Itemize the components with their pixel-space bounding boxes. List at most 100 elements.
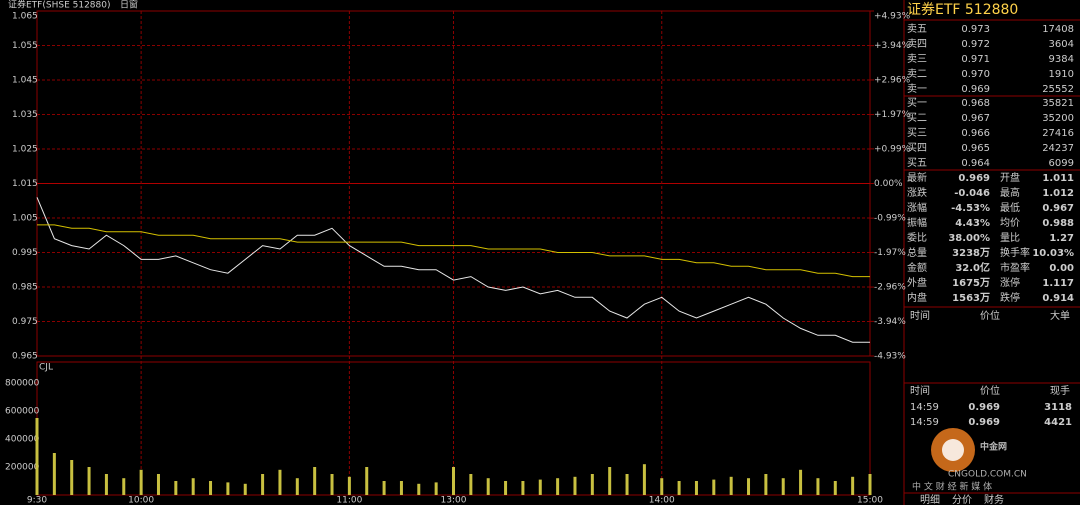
stat-label: 最高 (1000, 186, 1020, 199)
panel-tab[interactable]: 分价 (952, 494, 972, 505)
book-label: 卖一 (907, 83, 927, 95)
book-label: 买一 (907, 97, 927, 109)
volume-bar (156, 474, 160, 495)
book-volume: 27416 (1042, 128, 1074, 139)
trade-volume: 4421 (1044, 417, 1072, 428)
trade-volume: 3118 (1044, 402, 1072, 413)
volume-bar (642, 464, 646, 495)
stat-label: 换手率 (1000, 246, 1030, 259)
volume-bar (781, 478, 785, 495)
y-tick-label: 0.995 (12, 248, 38, 258)
volume-bar (868, 474, 872, 495)
y2-tick-label: -2.96% (874, 283, 906, 293)
panel-tab[interactable]: 财务 (984, 493, 1004, 505)
x-tick-label: 15:00 (857, 496, 883, 505)
column-header: 大单 (1050, 309, 1070, 322)
y-tick-label: 0.965 (12, 352, 38, 362)
y-tick-label: 0.975 (12, 317, 38, 327)
volume-tick-label: 200000 (5, 463, 40, 473)
volume-bar (486, 478, 490, 495)
stat-value: 1.27 (1049, 233, 1074, 244)
volume-label: CJL (39, 363, 53, 373)
book-volume: 3604 (1049, 39, 1074, 50)
volume-bar (712, 479, 716, 495)
stat-label: 开盘 (1000, 171, 1020, 184)
stat-label: 总量 (907, 246, 927, 259)
stat-value: 0.00 (1049, 263, 1074, 274)
column-header: 价位 (980, 384, 1000, 397)
stat-value: -0.046 (954, 188, 990, 199)
quote-title: 证券ETF 512880 (907, 2, 1018, 18)
book-volume: 25552 (1042, 84, 1074, 95)
volume-bar (764, 474, 768, 495)
stat-value: 38.00% (948, 233, 990, 244)
watermark-site: CNGOLD.COM.CN (948, 470, 1027, 480)
stat-label: 外盘 (907, 276, 927, 289)
y2-tick-label: -3.94% (874, 317, 906, 327)
volume-bar (52, 453, 56, 495)
y2-tick-label: +4.93% (874, 12, 911, 22)
average-line (37, 224, 870, 278)
watermark-slogan: 中 文 财 经 新 媒 体 (912, 481, 992, 493)
volume-bar (660, 478, 664, 495)
volume-bar (816, 478, 820, 495)
stat-value: 1.012 (1042, 188, 1074, 199)
stat-label: 最新 (907, 171, 927, 184)
y-tick-label: 1.005 (12, 214, 38, 224)
book-price: 0.969 (961, 84, 990, 95)
book-label: 买二 (907, 112, 927, 124)
trade-price: 0.969 (968, 402, 1000, 413)
volume-bar (851, 476, 855, 495)
volume-bar (365, 467, 369, 495)
book-volume: 1910 (1049, 69, 1074, 80)
period-selector[interactable]: 日窗 (120, 0, 138, 11)
stat-label: 涨跌 (907, 186, 927, 199)
volume-bar (209, 481, 213, 495)
book-price: 0.964 (961, 158, 990, 169)
volume-bar (226, 482, 230, 495)
stat-value: 10.03% (1032, 248, 1074, 259)
volume-bar (347, 476, 351, 495)
stat-label: 振幅 (907, 216, 927, 229)
book-label: 卖四 (907, 38, 927, 50)
y-tick-label: 1.065 (12, 12, 38, 22)
volume-bar (261, 474, 265, 495)
volume-bar (139, 469, 143, 495)
y-tick-label: 1.025 (12, 145, 38, 155)
volume-bar (382, 481, 386, 495)
x-tick-label: 9:30 (27, 496, 47, 505)
stat-label: 跌停 (1000, 291, 1020, 304)
volume-bar (35, 418, 39, 495)
volume-bar (243, 483, 247, 495)
stat-label: 最低 (1000, 201, 1020, 214)
volume-bar (70, 460, 74, 495)
y-tick-label: 1.045 (12, 76, 38, 86)
column-header: 时间 (910, 384, 930, 397)
volume-bar (434, 482, 438, 495)
volume-bar (295, 478, 299, 495)
book-label: 买三 (907, 127, 927, 139)
volume-bar (694, 481, 698, 495)
volume-bar (799, 469, 803, 495)
volume-bar (313, 467, 317, 495)
stat-value: 0.988 (1042, 218, 1074, 229)
stat-value: 4.43% (955, 218, 990, 229)
y2-tick-label: -4.93% (874, 352, 906, 362)
volume-bar (504, 481, 508, 495)
volume-bar (122, 478, 126, 495)
price-line (36, 197, 870, 343)
y-tick-label: 1.035 (12, 110, 38, 120)
stat-value: 0.967 (1042, 203, 1074, 214)
watermark-logo-inner (942, 439, 964, 461)
x-tick-label: 11:00 (336, 496, 362, 505)
volume-bar (330, 474, 334, 495)
y2-tick-label: +0.99% (874, 144, 911, 154)
x-tick-label: 14:00 (649, 496, 675, 505)
volume-bar (278, 469, 282, 495)
panel-tab[interactable]: 明细 (920, 493, 940, 505)
stat-label: 内盘 (907, 291, 927, 304)
volume-bar (556, 478, 560, 495)
book-label: 卖三 (907, 53, 927, 65)
y-tick-label: 1.055 (12, 41, 38, 51)
book-label: 卖五 (907, 23, 927, 35)
